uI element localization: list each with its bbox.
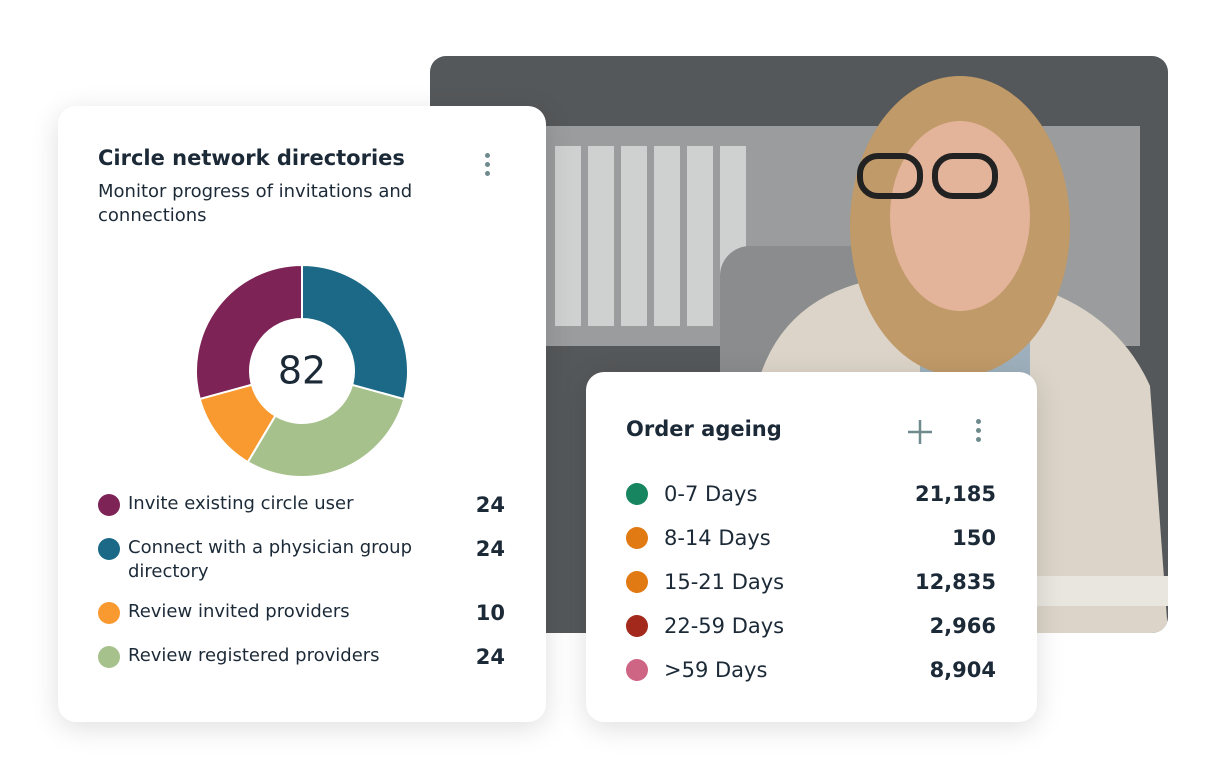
legend-label: Connect with a physician group directory <box>128 537 413 582</box>
donut-total: 82 <box>278 349 326 393</box>
legend-value: 24 <box>475 537 505 561</box>
donut-chart: 82 <box>195 263 409 478</box>
legend-dot <box>98 646 120 668</box>
legend-value: 24 <box>475 493 505 517</box>
legend-dot <box>98 602 120 624</box>
status-dot <box>626 527 648 549</box>
legend-label: Invite existing circle user <box>128 493 354 514</box>
card-title: Circle network directories <box>98 146 405 170</box>
legend-label: Review registered providers <box>128 645 380 666</box>
row-label: 0-7 Days <box>664 482 758 506</box>
status-dot <box>626 615 648 637</box>
row-label: 8-14 Days <box>664 526 771 550</box>
legend-value: 10 <box>475 601 505 625</box>
donut-segment <box>246 383 406 478</box>
legend-label: Review invited providers <box>128 601 350 622</box>
donut-segment <box>301 263 409 401</box>
photo <box>430 56 1168 633</box>
legend-dot <box>98 538 120 560</box>
legend-dot <box>98 494 120 516</box>
menu-button[interactable] <box>485 153 491 180</box>
legend-value: 24 <box>475 645 505 669</box>
status-dot <box>626 659 648 681</box>
row-value: 150 <box>952 526 996 550</box>
card-subtitle: Monitor progress of invitations and conn… <box>98 181 413 226</box>
menu-button[interactable] <box>976 419 982 446</box>
row-value: 12,835 <box>914 570 996 594</box>
status-dot <box>626 571 648 593</box>
donut-card: Circle network directories Monitor progr… <box>58 106 546 722</box>
order-card: Order ageing 0-7 Days 21,185 8-14 Days 150 1… <box>586 372 1037 722</box>
row-label: 15-21 Days <box>664 570 785 594</box>
row-value: 8,904 <box>929 658 996 682</box>
status-dot <box>626 483 648 505</box>
donut-segment <box>198 383 277 464</box>
card-title: Order ageing <box>626 417 782 441</box>
donut-segment <box>195 263 303 401</box>
row-label: 22-59 Days <box>664 614 785 638</box>
row-label: >59 Days <box>664 658 768 682</box>
row-value: 2,966 <box>929 614 996 638</box>
add-button[interactable] <box>906 418 934 446</box>
row-value: 21,185 <box>914 482 996 506</box>
